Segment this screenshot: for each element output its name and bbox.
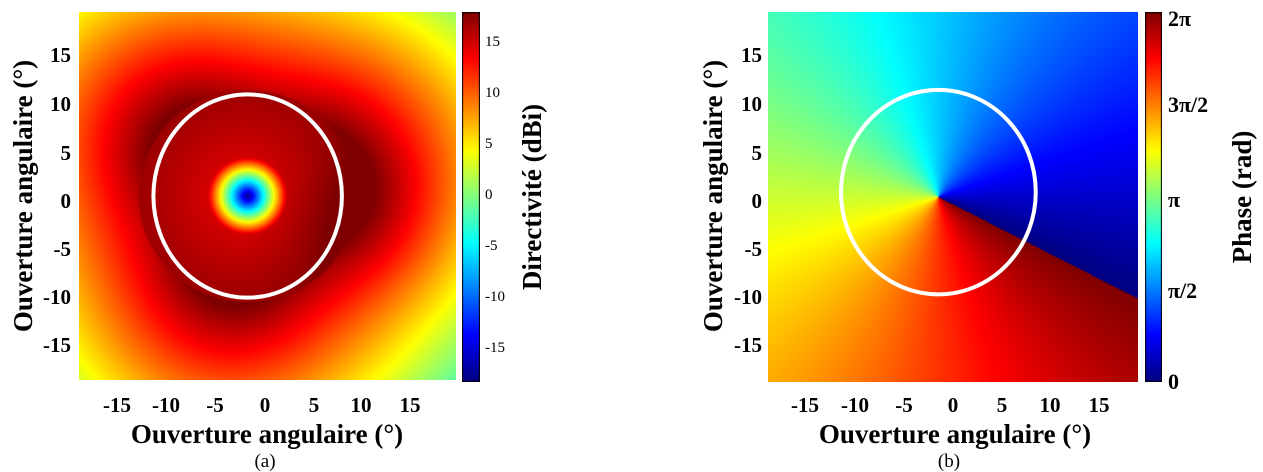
- y-tick-label: 5: [752, 141, 763, 165]
- y-tick-label: 15: [50, 43, 71, 67]
- x-axis-label-a: Ouverture angulaire (°): [131, 419, 403, 449]
- panel-a: -15 -10 -5 0 5 10 15 15 10 5 0 -5 -10 -1…: [8, 12, 547, 472]
- subfigure-label-b: (b): [938, 451, 960, 472]
- y-tick-label: -10: [43, 285, 71, 309]
- x-tick-label: -5: [895, 393, 913, 417]
- x-tick-label: -15: [791, 393, 819, 417]
- colorbar-b: 2π 3π/2 π π/2 0 Phase (rad): [1145, 6, 1257, 394]
- y-tick-label: -10: [734, 285, 762, 309]
- y-ticks-b: 15 10 5 0 -5 -10 -15: [734, 43, 762, 357]
- colorbar-tick-label: 0: [485, 187, 493, 203]
- colorbar-tick-label: -10: [485, 289, 505, 305]
- colorbar-ticks-b: 2π 3π/2 π π/2 0: [1168, 6, 1208, 394]
- subfigure-label-a: (a): [254, 451, 275, 472]
- colorbar-ticks-a: 15 10 5 0 -5 -10 -15: [485, 34, 505, 356]
- x-tick-label: 5: [997, 393, 1008, 417]
- y-ticks-a: 15 10 5 0 -5 -10 -15: [43, 43, 71, 357]
- x-tick-label: 0: [948, 393, 959, 417]
- y-tick-label: 15: [741, 43, 762, 67]
- colorbar-tick-label: 10: [485, 85, 500, 101]
- panel-b: -15 -10 -5 0 5 10 15 15 10 5 0 -5 -10 -1…: [698, 6, 1257, 472]
- y-tick-label: -15: [43, 333, 71, 357]
- x-ticks-b: -15 -10 -5 0 5 10 15: [791, 393, 1110, 417]
- x-tick-label: 15: [1089, 393, 1110, 417]
- y-tick-label: -5: [745, 237, 763, 261]
- colorbar-tick-label: 0: [1168, 369, 1179, 394]
- colorbar-a: 15 10 5 0 -5 -10 -15 Directivité (dBi): [462, 12, 547, 382]
- y-tick-label: 5: [61, 141, 72, 165]
- x-tick-label: -15: [103, 393, 131, 417]
- x-tick-label: 10: [1040, 393, 1061, 417]
- y-tick-label: 10: [50, 92, 71, 116]
- y-tick-label: 0: [61, 189, 72, 213]
- colorbar-tick-label: 5: [485, 136, 493, 152]
- y-tick-label: 0: [752, 189, 763, 213]
- x-tick-label: -5: [206, 393, 224, 417]
- heatmap-a: [79, 12, 456, 380]
- y-axis-label-b: Ouverture angulaire (°): [698, 60, 728, 332]
- x-tick-label: 0: [260, 393, 271, 417]
- x-tick-label: 10: [351, 393, 372, 417]
- y-tick-label: 10: [741, 92, 762, 116]
- y-tick-label: -5: [54, 237, 72, 261]
- colorbar-label-b: Phase (rad): [1227, 131, 1257, 264]
- colorbar-tick-label: 3π/2: [1168, 92, 1208, 117]
- x-ticks-a: -15 -10 -5 0 5 10 15: [103, 393, 421, 417]
- colorbar-tick-label: π/2: [1168, 278, 1197, 303]
- colorbar-tick-label: -5: [485, 238, 498, 254]
- colorbar-tick-label: -15: [485, 340, 505, 356]
- heatmap-b: [768, 12, 1138, 382]
- colorbar-tick-label: 15: [485, 34, 500, 50]
- colorbar-tick-label: 2π: [1168, 6, 1191, 31]
- y-axis-label-a: Ouverture angulaire (°): [8, 60, 38, 332]
- x-tick-label: -10: [152, 393, 180, 417]
- x-axis-label-b: Ouverture angulaire (°): [819, 419, 1091, 449]
- y-tick-label: -15: [734, 333, 762, 357]
- x-tick-label: -10: [841, 393, 869, 417]
- circle-overlay-b: [839, 87, 1038, 297]
- circle-overlay-a: [151, 92, 344, 300]
- x-tick-label: 5: [309, 393, 320, 417]
- colorbar-label-a: Directivité (dBi): [517, 104, 547, 290]
- colorbar-tick-label: π: [1168, 187, 1180, 212]
- x-tick-label: 15: [400, 393, 421, 417]
